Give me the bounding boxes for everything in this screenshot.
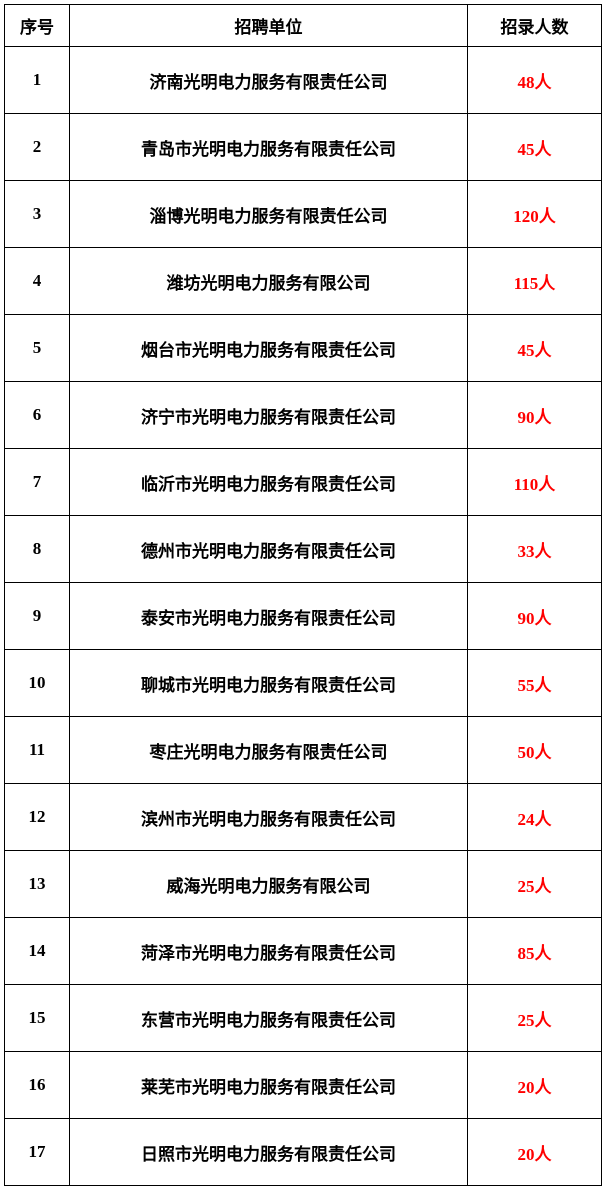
cell-unit: 济宁市光明电力服务有限责任公司	[70, 382, 468, 449]
table-row: 5 烟台市光明电力服务有限责任公司 45人	[5, 315, 602, 382]
cell-unit: 烟台市光明电力服务有限责任公司	[70, 315, 468, 382]
cell-index: 9	[5, 583, 70, 650]
cell-index: 6	[5, 382, 70, 449]
cell-index: 11	[5, 717, 70, 784]
cell-index: 1	[5, 47, 70, 114]
cell-unit: 日照市光明电力服务有限责任公司	[70, 1119, 468, 1186]
cell-count: 33人	[468, 516, 602, 583]
table-row: 17 日照市光明电力服务有限责任公司 20人	[5, 1119, 602, 1186]
table-row: 1 济南光明电力服务有限责任公司 48人	[5, 47, 602, 114]
cell-unit: 泰安市光明电力服务有限责任公司	[70, 583, 468, 650]
cell-unit: 聊城市光明电力服务有限责任公司	[70, 650, 468, 717]
cell-count: 90人	[468, 382, 602, 449]
cell-index: 5	[5, 315, 70, 382]
cell-count: 20人	[468, 1119, 602, 1186]
cell-index: 10	[5, 650, 70, 717]
table-row: 8 德州市光明电力服务有限责任公司 33人	[5, 516, 602, 583]
cell-count: 110人	[468, 449, 602, 516]
cell-count: 48人	[468, 47, 602, 114]
cell-index: 2	[5, 114, 70, 181]
table-row: 11 枣庄光明电力服务有限责任公司 50人	[5, 717, 602, 784]
cell-index: 17	[5, 1119, 70, 1186]
table-row: 4 潍坊光明电力服务有限公司 115人	[5, 248, 602, 315]
cell-count: 50人	[468, 717, 602, 784]
recruitment-table: 序号 招聘单位 招录人数 1 济南光明电力服务有限责任公司 48人 2 青岛市光…	[4, 4, 602, 1186]
cell-unit: 青岛市光明电力服务有限责任公司	[70, 114, 468, 181]
cell-count: 24人	[468, 784, 602, 851]
cell-count: 45人	[468, 114, 602, 181]
cell-index: 8	[5, 516, 70, 583]
cell-unit: 德州市光明电力服务有限责任公司	[70, 516, 468, 583]
cell-unit: 淄博光明电力服务有限责任公司	[70, 181, 468, 248]
cell-unit: 莱芜市光明电力服务有限责任公司	[70, 1052, 468, 1119]
cell-count: 25人	[468, 985, 602, 1052]
header-index: 序号	[5, 5, 70, 47]
table-row: 9 泰安市光明电力服务有限责任公司 90人	[5, 583, 602, 650]
table-row: 3 淄博光明电力服务有限责任公司 120人	[5, 181, 602, 248]
table-row: 13 威海光明电力服务有限公司 25人	[5, 851, 602, 918]
cell-index: 14	[5, 918, 70, 985]
cell-unit: 济南光明电力服务有限责任公司	[70, 47, 468, 114]
cell-index: 16	[5, 1052, 70, 1119]
cell-count: 20人	[468, 1052, 602, 1119]
table-row: 2 青岛市光明电力服务有限责任公司 45人	[5, 114, 602, 181]
header-unit: 招聘单位	[70, 5, 468, 47]
table-row: 6 济宁市光明电力服务有限责任公司 90人	[5, 382, 602, 449]
cell-unit: 枣庄光明电力服务有限责任公司	[70, 717, 468, 784]
cell-index: 4	[5, 248, 70, 315]
cell-count: 115人	[468, 248, 602, 315]
cell-index: 7	[5, 449, 70, 516]
table-body: 1 济南光明电力服务有限责任公司 48人 2 青岛市光明电力服务有限责任公司 4…	[5, 47, 602, 1186]
header-count: 招录人数	[468, 5, 602, 47]
cell-index: 12	[5, 784, 70, 851]
cell-index: 3	[5, 181, 70, 248]
cell-unit: 潍坊光明电力服务有限公司	[70, 248, 468, 315]
cell-unit: 威海光明电力服务有限公司	[70, 851, 468, 918]
table-row: 15 东营市光明电力服务有限责任公司 25人	[5, 985, 602, 1052]
cell-count: 55人	[468, 650, 602, 717]
table-row: 10 聊城市光明电力服务有限责任公司 55人	[5, 650, 602, 717]
cell-unit: 菏泽市光明电力服务有限责任公司	[70, 918, 468, 985]
cell-unit: 东营市光明电力服务有限责任公司	[70, 985, 468, 1052]
cell-unit: 临沂市光明电力服务有限责任公司	[70, 449, 468, 516]
cell-count: 85人	[468, 918, 602, 985]
table-row: 16 莱芜市光明电力服务有限责任公司 20人	[5, 1052, 602, 1119]
table-row: 14 菏泽市光明电力服务有限责任公司 85人	[5, 918, 602, 985]
cell-count: 45人	[468, 315, 602, 382]
cell-unit: 滨州市光明电力服务有限责任公司	[70, 784, 468, 851]
cell-count: 25人	[468, 851, 602, 918]
table-header-row: 序号 招聘单位 招录人数	[5, 5, 602, 47]
cell-count: 90人	[468, 583, 602, 650]
cell-index: 15	[5, 985, 70, 1052]
table-row: 7 临沂市光明电力服务有限责任公司 110人	[5, 449, 602, 516]
cell-index: 13	[5, 851, 70, 918]
cell-count: 120人	[468, 181, 602, 248]
table-row: 12 滨州市光明电力服务有限责任公司 24人	[5, 784, 602, 851]
